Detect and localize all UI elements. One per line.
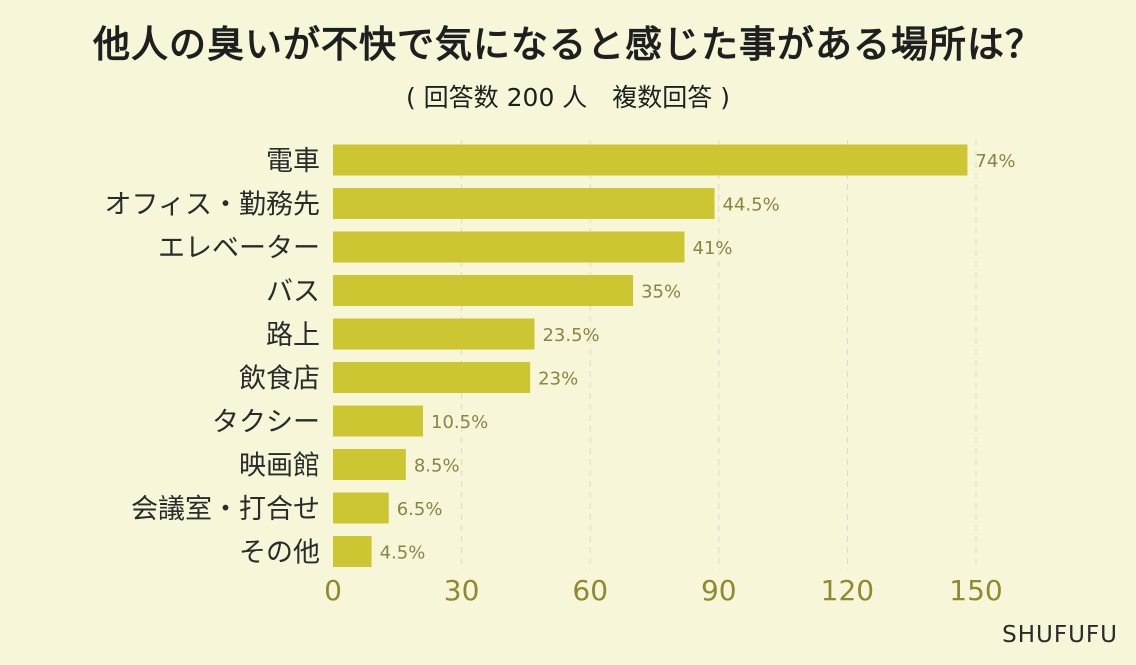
category-label: その他 [239, 538, 320, 569]
category-label: タクシー [212, 407, 320, 438]
category-label: 会議室・打合せ [131, 494, 320, 525]
x-tick-label: 60 [572, 574, 608, 607]
bar [333, 275, 634, 306]
value-label: 23% [538, 369, 578, 390]
x-tick-label: 150 [949, 574, 1002, 607]
category-label: エレベーター [158, 233, 320, 264]
bar [333, 492, 389, 524]
category-label: 映画館 [239, 451, 320, 482]
x-tick-label: 30 [444, 574, 480, 607]
value-label: 8.5% [414, 456, 460, 477]
bar [333, 405, 424, 437]
x-tick-label: 90 [701, 574, 737, 607]
bar [333, 536, 372, 567]
value-label: 10.5% [431, 412, 488, 433]
bar [333, 188, 715, 219]
brand-logo-text: SHUFUFU [1002, 622, 1118, 648]
bars [333, 144, 968, 567]
bar [333, 144, 968, 176]
value-label: 23.5% [542, 325, 599, 346]
category-label: 飲食店 [239, 364, 320, 395]
value-label: 44.5% [723, 195, 780, 216]
x-tick-label: 0 [324, 574, 342, 607]
category-label: オフィス・勤務先 [105, 190, 320, 221]
chart-title: 他人の臭いが不快で気になると感じた事がある場所は？ [93, 23, 1043, 66]
bar [333, 362, 531, 393]
value-label: 35% [641, 282, 681, 303]
value-labels: 74% 44.5% 41% 35% 23.5% 23% 10.5% 8.5% 6.5% 4.5% [380, 151, 1016, 564]
value-label: 74% [975, 151, 1015, 172]
value-label: 6.5% [397, 499, 443, 520]
value-label: 4.5% [380, 543, 426, 564]
bar [333, 318, 535, 350]
category-label: 路上 [266, 320, 320, 351]
x-tick-label: 120 [821, 574, 874, 607]
category-label: バス [266, 277, 320, 308]
bar [333, 449, 406, 480]
x-axis-ticks: 0 30 60 90 120 150 [324, 574, 1003, 607]
category-label: 電車 [266, 146, 320, 177]
bar [333, 231, 685, 263]
chart-subtitle: ( 回答数 200 人 複数回答 ) [405, 83, 730, 112]
value-label: 41% [693, 238, 733, 259]
